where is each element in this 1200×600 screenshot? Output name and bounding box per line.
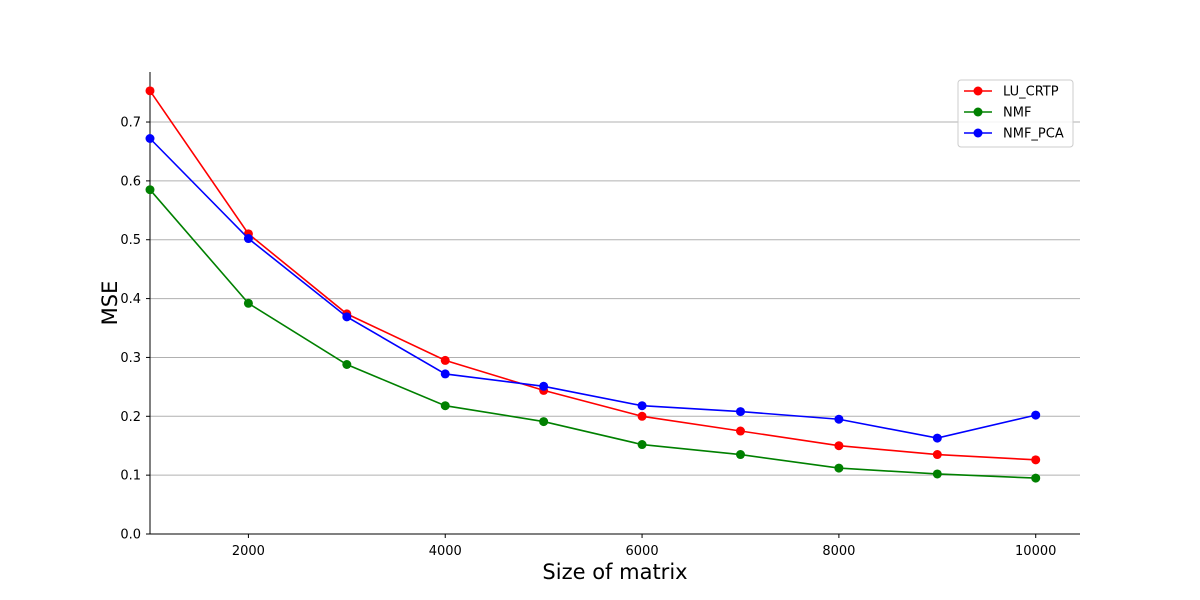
data-point xyxy=(932,469,942,479)
y-tick-label: 0.6 xyxy=(120,174,141,189)
x-tick-label: 8000 xyxy=(822,544,855,559)
data-point xyxy=(834,414,844,424)
y-tick-label: 0.7 xyxy=(120,116,141,131)
x-tick-label: 4000 xyxy=(429,544,462,559)
data-point xyxy=(637,440,647,450)
y-tick-label: 0.0 xyxy=(120,528,141,543)
grid-lines xyxy=(150,121,1080,476)
y-tick-label: 0.1 xyxy=(120,469,141,484)
data-point xyxy=(1031,410,1041,420)
data-point xyxy=(145,86,155,96)
data-point xyxy=(1031,455,1041,465)
data-point xyxy=(637,411,647,421)
legend-label: LU_CRTP xyxy=(1003,85,1059,100)
data-point xyxy=(637,401,647,411)
series-nmf xyxy=(145,185,1041,483)
y-tick-label: 0.4 xyxy=(120,292,141,307)
data-point xyxy=(145,134,155,144)
x-axis-title: Size of matrix xyxy=(542,560,687,584)
legend-marker xyxy=(973,128,983,138)
series-line xyxy=(149,189,1036,479)
legend-item: LU_CRTP xyxy=(964,85,1059,100)
data-point xyxy=(735,450,745,460)
series-line xyxy=(149,90,1036,461)
y-axis-title: MSE xyxy=(98,281,122,326)
data-point xyxy=(440,401,450,411)
x-tick-label: 2000 xyxy=(232,544,265,559)
data-point xyxy=(243,234,253,244)
legend: LU_CRTP NMF NMF_PCA xyxy=(957,79,1074,148)
legend-label: NMF_PCA xyxy=(1003,127,1064,142)
data-point xyxy=(834,463,844,473)
series-line xyxy=(149,137,1036,439)
axes xyxy=(146,72,1080,538)
series-nmf-pca xyxy=(145,134,1041,443)
legend-box xyxy=(957,79,1074,148)
y-tick-label: 0.2 xyxy=(120,410,141,425)
data-point xyxy=(539,417,549,427)
x-tick-label: 6000 xyxy=(626,544,659,559)
y-tick-label: 0.5 xyxy=(120,233,141,248)
data-point xyxy=(539,381,549,391)
tick-labels: 0.0 0.1 0.2 0.3 0.4 0.5 0.6 0.7 2000 4000 6000 8000… xyxy=(120,116,1056,559)
data-point xyxy=(145,185,155,195)
data-point xyxy=(243,298,253,308)
series-lu-crtp xyxy=(145,86,1041,465)
data-point xyxy=(735,426,745,436)
data-point xyxy=(834,441,844,451)
data-point xyxy=(440,369,450,379)
legend-marker xyxy=(973,107,983,117)
data-point xyxy=(342,312,352,322)
data-point xyxy=(440,355,450,365)
data-point xyxy=(932,450,942,460)
y-tick-label: 0.3 xyxy=(120,351,141,366)
legend-marker xyxy=(973,86,983,96)
legend-item: NMF xyxy=(964,106,1031,121)
data-point xyxy=(1031,473,1041,483)
series-lines xyxy=(145,86,1041,483)
data-point xyxy=(735,407,745,417)
legend-item: NMF_PCA xyxy=(964,127,1064,142)
data-point xyxy=(932,433,942,443)
data-point xyxy=(342,360,352,370)
legend-label: NMF xyxy=(1003,106,1031,121)
x-tick-label: 10000 xyxy=(1015,544,1056,559)
